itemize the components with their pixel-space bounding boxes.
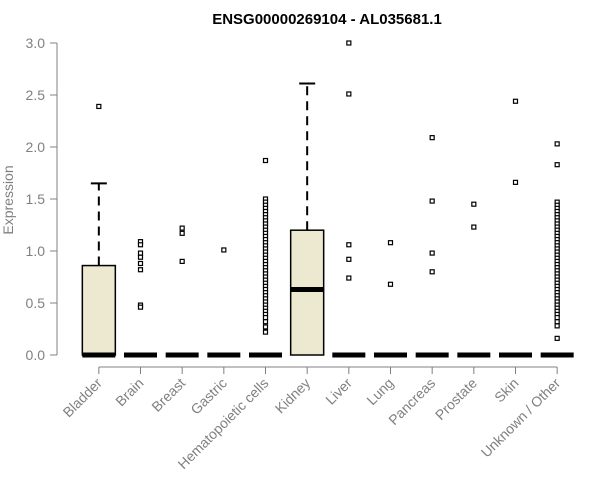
outlier-point [137,260,144,267]
outlier-point [554,162,560,168]
y-tick-label: 0.0 [26,347,46,363]
outlier-point [554,319,560,325]
boxes-layer [81,40,574,358]
outlier-point [429,135,435,141]
outlier-point [137,267,144,273]
outlier-point [137,304,144,310]
box-group [289,82,325,356]
outlier-point [96,103,102,110]
outlier-point [512,179,519,185]
x-tick-label: Skin [491,375,522,406]
x-tick-label: Prostate [432,375,480,423]
x-tick-label: Brain [112,375,146,409]
x-tick-label: Lung [363,375,396,408]
outlier-point [554,141,560,147]
outlier-point [262,314,269,321]
outlier-point [429,269,435,275]
outlier-point [262,157,269,164]
outlier-point [179,230,185,236]
box-group [249,157,282,358]
box-group [124,239,157,358]
outlier-point [262,324,269,330]
outlier-point [346,91,352,97]
outlier-point [429,198,435,204]
y-axis-label: Expression [0,165,16,234]
outlier-point [471,201,477,207]
outlier-point [221,247,227,253]
outlier-point [346,40,352,46]
outlier-point [554,323,560,329]
outlier-point [554,314,560,321]
outlier-point [137,254,144,260]
outlier-point [179,225,185,231]
y-tick-label: 1.5 [26,191,46,207]
outlier-point [137,242,144,248]
y-tick-label: 0.5 [26,295,46,311]
outlier-point [512,98,519,104]
x-tick-label: Unknown / Other [478,375,564,461]
x-tick-label: Kidney [272,375,314,417]
box-group [332,40,366,358]
x-tick-label: Liver [322,375,355,408]
outlier-point [346,256,352,262]
box-group [81,103,117,358]
y-tick-label: 3.0 [26,35,46,51]
outlier-point [429,250,435,256]
x-tick-label: Breast [148,375,188,415]
outlier-point [387,281,394,287]
box-group [457,201,491,358]
outlier-point [387,240,394,246]
outlier-point [346,242,352,248]
outlier-point [262,319,269,325]
x-tick-label: Bladder [60,375,106,421]
chart-title: ENSG00000269104 - AL035681.1 [212,11,442,28]
y-axis: 0.0 0.5 1.0 1.5 2.0 2.5 3.0 [26,35,58,363]
box-group [207,247,241,358]
box-iqr [81,264,117,356]
outlier-point [471,224,477,230]
box-group [540,141,574,358]
box-group [165,225,199,358]
outlier-point [262,329,269,335]
y-tick-label: 1.0 [26,243,46,259]
y-tick-label: 2.5 [26,87,46,103]
outlier-point [179,258,185,264]
box-group [415,135,449,358]
box-group [374,240,407,358]
outlier-point [346,275,352,281]
outlier-point [554,335,560,341]
box-group [499,98,532,358]
box-iqr [289,229,325,356]
outlier-point [137,250,144,256]
y-tick-label: 2.0 [26,139,46,155]
